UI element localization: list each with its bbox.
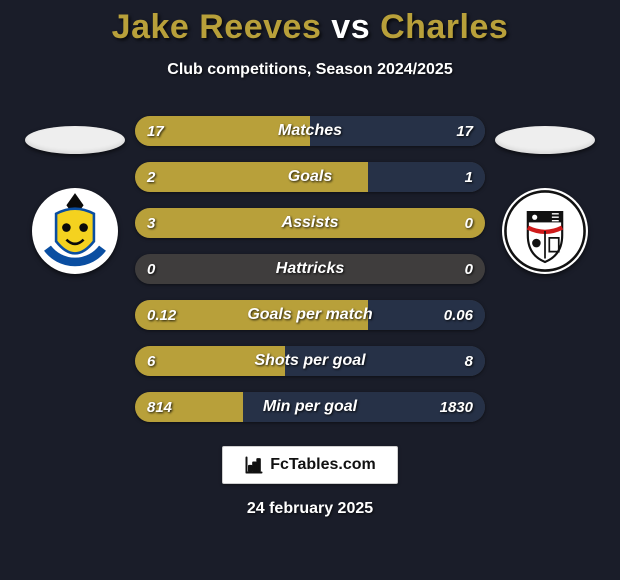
right-country-flag <box>495 126 595 154</box>
stat-left-value: 0 <box>147 261 155 278</box>
stat-label: Matches <box>278 122 342 140</box>
brand-text: FcTables.com <box>270 456 376 474</box>
title-vs: vs <box>321 8 380 46</box>
comparison-body: 17 Matches 17 2 Goals 1 3 Assists 0 0 Hattricks 0 0.… <box>0 116 620 422</box>
comparison-title: Jake Reeves vs Charles <box>0 0 620 47</box>
stat-right-value: 8 <box>465 353 473 370</box>
stat-row: 814 Min per goal 1830 <box>135 392 485 422</box>
stat-right-value: 1830 <box>440 399 473 416</box>
stat-right-value: 0 <box>465 261 473 278</box>
stat-label: Shots per goal <box>254 352 365 370</box>
left-side <box>15 116 135 274</box>
stat-right-value: 17 <box>456 123 473 140</box>
stat-right-value: 1 <box>465 169 473 186</box>
stat-row: 2 Goals 1 <box>135 162 485 192</box>
stat-left-value: 2 <box>147 169 155 186</box>
stat-row: 0 Hattricks 0 <box>135 254 485 284</box>
right-side <box>485 116 605 274</box>
stat-left-value: 814 <box>147 399 172 416</box>
brand-badge: FcTables.com <box>222 446 398 484</box>
brand-chart-icon <box>244 455 264 475</box>
stat-label: Goals per match <box>247 306 372 324</box>
stat-label: Min per goal <box>263 398 357 416</box>
stat-row: 0.12 Goals per match 0.06 <box>135 300 485 330</box>
player2-name: Charles <box>380 8 508 46</box>
stat-label: Goals <box>288 168 332 186</box>
stat-rows: 17 Matches 17 2 Goals 1 3 Assists 0 0 Hattricks 0 0.… <box>135 116 485 422</box>
stat-left-value: 0.12 <box>147 307 176 324</box>
stat-left-value: 6 <box>147 353 155 370</box>
stat-left-value: 17 <box>147 123 164 140</box>
stat-right-value: 0 <box>465 215 473 232</box>
left-country-flag <box>25 126 125 154</box>
stat-right-value: 0.06 <box>444 307 473 324</box>
player1-name: Jake Reeves <box>112 8 322 46</box>
stat-row: 6 Shots per goal 8 <box>135 346 485 376</box>
comparison-date: 24 february 2025 <box>0 500 620 518</box>
stat-left-value: 3 <box>147 215 155 232</box>
stat-label: Assists <box>282 214 339 232</box>
stat-row: 17 Matches 17 <box>135 116 485 146</box>
stat-row: 3 Assists 0 <box>135 208 485 238</box>
comparison-subtitle: Club competitions, Season 2024/2025 <box>0 61 620 79</box>
left-club-crest <box>32 188 118 274</box>
right-club-crest <box>502 188 588 274</box>
stat-label: Hattricks <box>276 260 344 278</box>
